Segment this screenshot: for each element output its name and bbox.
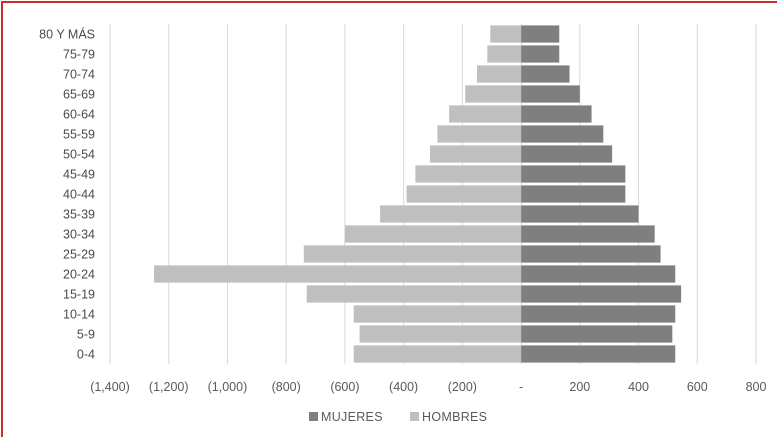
category-labels: 0-4 5-9 10-14 15-19 20-24 25-29 30-34 35-39 40-4… bbox=[39, 27, 95, 362]
x-tick-label: 800 bbox=[746, 380, 767, 394]
bar-mujeres-75-79 bbox=[521, 45, 560, 63]
x-tick-label: (200) bbox=[448, 380, 477, 394]
bar-hombres-25-29 bbox=[303, 245, 522, 263]
bar-hombres-60-64 bbox=[449, 105, 522, 123]
bar-mujeres-80-y-más bbox=[521, 25, 560, 43]
x-tick-label: (1,400) bbox=[90, 380, 130, 394]
category-label: 20-24 bbox=[63, 268, 95, 282]
bar-mujeres-45-49 bbox=[521, 165, 626, 183]
legend: MUJERES HOMBRES bbox=[309, 410, 487, 424]
bar-hombres-55-59 bbox=[437, 125, 522, 143]
bar-hombres-75-79 bbox=[487, 45, 522, 63]
category-label: 55-59 bbox=[63, 128, 95, 142]
bar-mujeres-10-14 bbox=[521, 305, 676, 323]
bar-mujeres-30-34 bbox=[521, 225, 655, 243]
bar-mujeres-25-29 bbox=[521, 245, 661, 263]
x-axis-tick-labels: (1,400) (1,200) (1,000) (800) (600) (400) (200… bbox=[90, 380, 766, 394]
x-tick-label: 600 bbox=[687, 380, 708, 394]
bar-mujeres-65-69 bbox=[521, 85, 580, 103]
bar-hombres-40-44 bbox=[406, 185, 522, 203]
bar-mujeres-70-74 bbox=[521, 65, 570, 83]
x-tick-label: - bbox=[519, 380, 523, 394]
bar-hombres-10-14 bbox=[353, 305, 522, 323]
bar-mujeres-55-59 bbox=[521, 125, 604, 143]
legend-swatch-hombres bbox=[410, 412, 419, 421]
x-tick-label: (1,000) bbox=[208, 380, 248, 394]
bar-hombres-20-24 bbox=[154, 265, 522, 283]
bar-mujeres-60-64 bbox=[521, 105, 592, 123]
x-tick-label: 400 bbox=[628, 380, 649, 394]
bar-mujeres-50-54 bbox=[521, 145, 613, 163]
category-label: 60-64 bbox=[63, 108, 95, 122]
bar-hombres-45-49 bbox=[415, 165, 522, 183]
category-label: 5-9 bbox=[77, 328, 95, 342]
category-label: 45-49 bbox=[63, 168, 95, 182]
category-label: 50-54 bbox=[63, 148, 95, 162]
category-label: 10-14 bbox=[63, 308, 95, 322]
category-label: 0-4 bbox=[77, 348, 95, 362]
category-label: 40-44 bbox=[63, 188, 95, 202]
category-label: 30-34 bbox=[63, 228, 95, 242]
category-label: 65-69 bbox=[63, 88, 95, 102]
category-label: 75-79 bbox=[63, 48, 95, 62]
x-tick-label: (400) bbox=[389, 380, 418, 394]
bar-hombres-35-39 bbox=[380, 205, 522, 223]
category-label: 70-74 bbox=[63, 68, 95, 82]
x-tick-label: 200 bbox=[569, 380, 590, 394]
bar-hombres-30-34 bbox=[344, 225, 522, 243]
category-label: 80 Y MÁS bbox=[39, 27, 95, 42]
bar-mujeres-0-4 bbox=[521, 345, 676, 363]
category-label: 35-39 bbox=[63, 208, 95, 222]
bar-hombres-0-4 bbox=[353, 345, 522, 363]
bar-mujeres-15-19 bbox=[521, 285, 682, 303]
bar-hombres-65-69 bbox=[465, 85, 522, 103]
category-label: 15-19 bbox=[63, 288, 95, 302]
bar-hombres-80-y-más bbox=[490, 25, 522, 43]
x-tick-label: (600) bbox=[330, 380, 359, 394]
x-tick-label: (800) bbox=[272, 380, 301, 394]
bar-mujeres-20-24 bbox=[521, 265, 676, 283]
legend-swatch-mujeres bbox=[309, 412, 318, 421]
category-label: 25-29 bbox=[63, 248, 95, 262]
bars bbox=[154, 25, 682, 363]
legend-label-hombres: HOMBRES bbox=[422, 410, 487, 424]
bar-hombres-70-74 bbox=[477, 65, 522, 83]
bar-hombres-5-9 bbox=[359, 325, 522, 343]
legend-label-mujeres: MUJERES bbox=[321, 410, 383, 424]
bar-hombres-15-19 bbox=[306, 285, 522, 303]
bar-mujeres-35-39 bbox=[521, 205, 639, 223]
bar-hombres-50-54 bbox=[430, 145, 522, 163]
bar-mujeres-40-44 bbox=[521, 185, 626, 203]
bar-mujeres-5-9 bbox=[521, 325, 673, 343]
x-tick-label: (1,200) bbox=[149, 380, 189, 394]
